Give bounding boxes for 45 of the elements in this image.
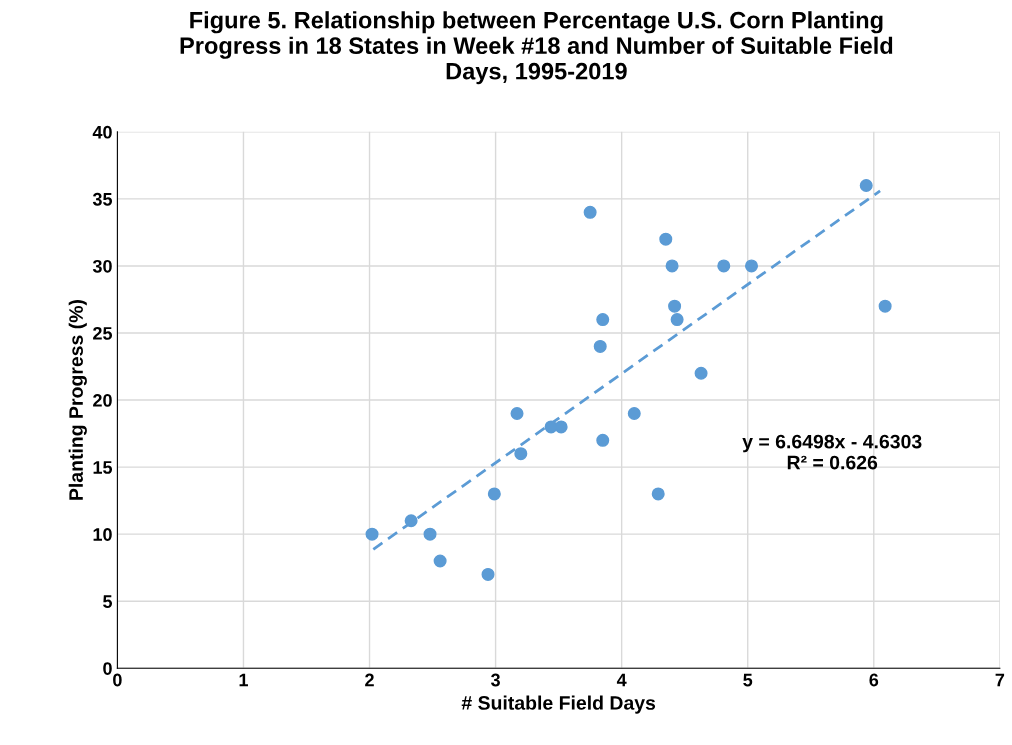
point: [694, 366, 708, 380]
x-axis-title: # Suitable Field Days: [461, 695, 656, 714]
x-tick-label: 5: [743, 673, 753, 687]
point: [878, 299, 892, 313]
point: [404, 514, 418, 528]
y-tick-label: 15: [93, 461, 113, 474]
point: [596, 313, 610, 327]
x-tick-label: 0: [113, 673, 122, 687]
point: [365, 527, 379, 541]
point: [554, 420, 568, 434]
point: [717, 259, 731, 273]
y-tick-label: 30: [92, 259, 112, 273]
y-axis-title: Planting Progress (%): [68, 300, 87, 500]
x-tick-label: 2: [365, 673, 374, 687]
y-tick-label: 5: [103, 595, 113, 608]
point: [627, 406, 641, 420]
point: [593, 339, 607, 353]
point: [665, 259, 679, 273]
point: [668, 299, 682, 313]
y-tick-label: 35: [92, 192, 113, 206]
point: [423, 527, 437, 541]
y-tick-label: 10: [93, 528, 112, 541]
point: [510, 406, 524, 420]
point: [659, 232, 673, 246]
x-tick-label: 1: [239, 673, 248, 687]
point: [859, 179, 873, 193]
point: [487, 487, 501, 501]
y-tick-label: 40: [92, 125, 112, 139]
point: [745, 259, 759, 273]
point: [514, 447, 528, 461]
x-tick-label: 7: [995, 673, 1005, 687]
annotation: y = 6.6498x - 4.6303 R² = 0.626: [742, 434, 922, 470]
point: [670, 313, 684, 327]
y-tick-label: 0: [103, 662, 112, 675]
point: [596, 433, 610, 447]
point: [651, 487, 665, 501]
point: [433, 554, 447, 568]
point: [481, 567, 495, 581]
x-tick-label: 6: [869, 673, 879, 687]
x-tick-label: 3: [490, 673, 500, 687]
y-tick-label: 20: [93, 394, 112, 407]
point: [583, 205, 597, 219]
chart-title: Figure 5. Relationship between Percentage U.S. Corn Planting Progress in 18 States in Week #18 and Number of Suitable Field Days, 1995-2019: [180, 11, 893, 85]
y-tick-label: 25: [93, 326, 113, 340]
x-tick-label: 4: [616, 673, 627, 687]
